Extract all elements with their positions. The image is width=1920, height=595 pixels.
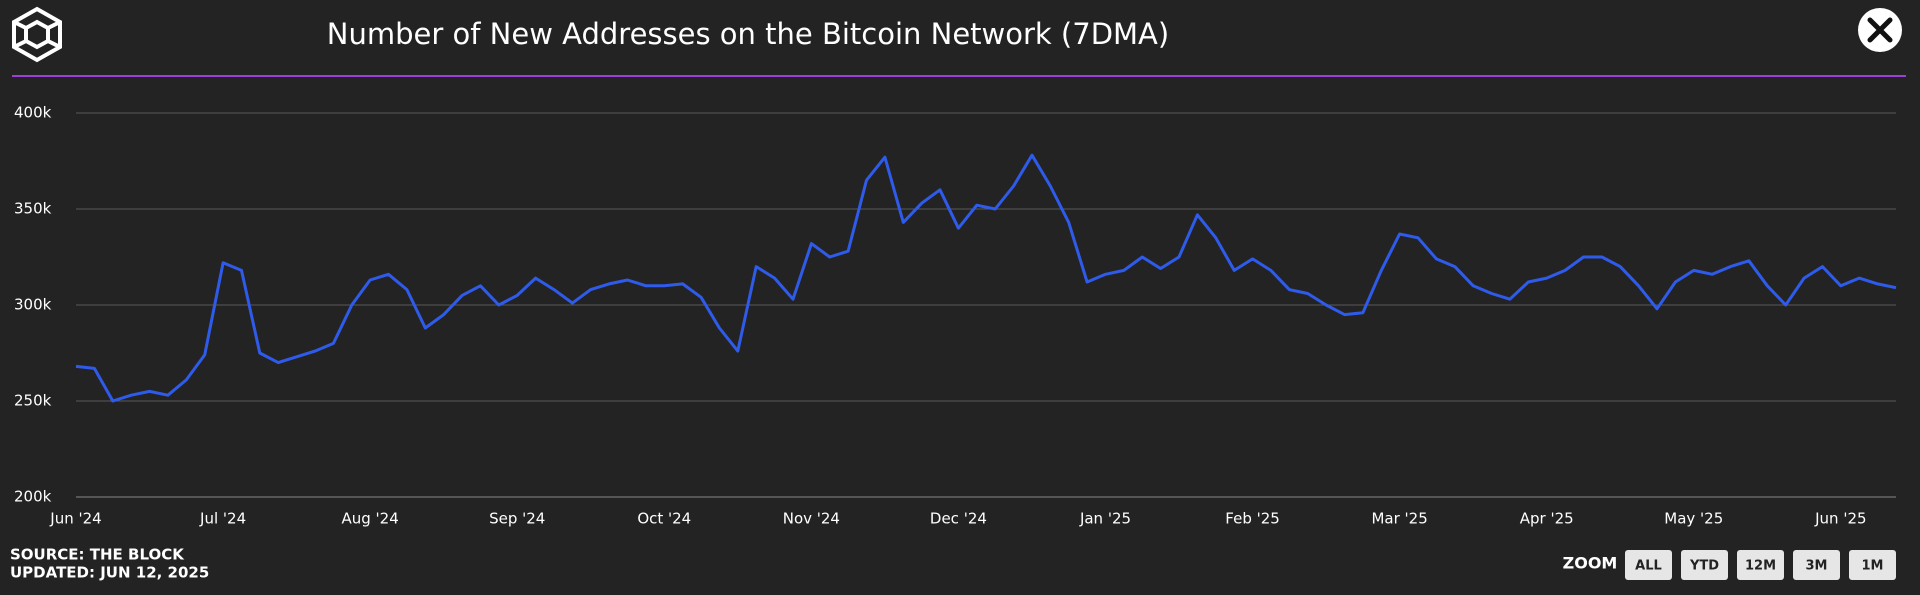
zoom-button[interactable]: ALL xyxy=(1625,550,1672,580)
updated: UPDATED: JUN 12, 2025 xyxy=(10,564,209,582)
zoom-button-label: 3M xyxy=(1806,559,1828,574)
x-tick-label: Mar '25 xyxy=(1371,510,1427,528)
x-tick-label: Feb '25 xyxy=(1225,510,1280,528)
y-tick-label: 300k xyxy=(14,296,52,314)
y-tick-label: 350k xyxy=(14,200,52,218)
x-tick-label: Aug '24 xyxy=(342,510,399,528)
zoom-button[interactable]: 3M xyxy=(1793,550,1840,580)
x-tick-label: Dec '24 xyxy=(930,510,987,528)
zoom-button-label: ALL xyxy=(1635,559,1662,574)
zoom-button[interactable]: YTD xyxy=(1681,550,1728,580)
zoom-button-label: YTD xyxy=(1689,559,1719,574)
x-tick-label: Jul '24 xyxy=(199,510,246,528)
x-tick-label: May '25 xyxy=(1664,510,1723,528)
x-tick-label: Jun '24 xyxy=(49,510,101,528)
x-tick-label: Apr '25 xyxy=(1520,510,1574,528)
close-button[interactable] xyxy=(1858,8,1902,52)
y-tick-label: 200k xyxy=(14,488,52,506)
chart-title: Number of New Addresses on the Bitcoin N… xyxy=(327,17,1169,51)
x-tick-label: Jan '25 xyxy=(1079,510,1131,528)
x-tick-label: Sep '24 xyxy=(489,510,545,528)
zoom-button[interactable]: 12M xyxy=(1737,550,1784,580)
source: SOURCE: THE BLOCK xyxy=(10,546,185,564)
logo xyxy=(12,6,62,63)
zoom-button-bg xyxy=(1793,550,1840,580)
zoom-button-bg xyxy=(1681,550,1728,580)
zoom-button-bg xyxy=(1737,550,1784,580)
zoom-button-bg xyxy=(1625,550,1672,580)
zoom-button-bg xyxy=(1849,550,1896,580)
data-line xyxy=(75,153,1897,403)
x-tick-label: Jun '25 xyxy=(1814,510,1866,528)
x-tick-label: Nov '24 xyxy=(783,510,840,528)
zoom-label: ZOOM xyxy=(1563,554,1618,573)
x-tick-label: Oct '24 xyxy=(637,510,691,528)
y-tick-label: 250k xyxy=(14,392,52,410)
zoom-button-label: 12M xyxy=(1745,559,1776,574)
zoom-button-label: 1M xyxy=(1862,559,1884,574)
zoom-button[interactable]: 1M xyxy=(1849,550,1896,580)
y-tick-label: 400k xyxy=(14,104,52,122)
